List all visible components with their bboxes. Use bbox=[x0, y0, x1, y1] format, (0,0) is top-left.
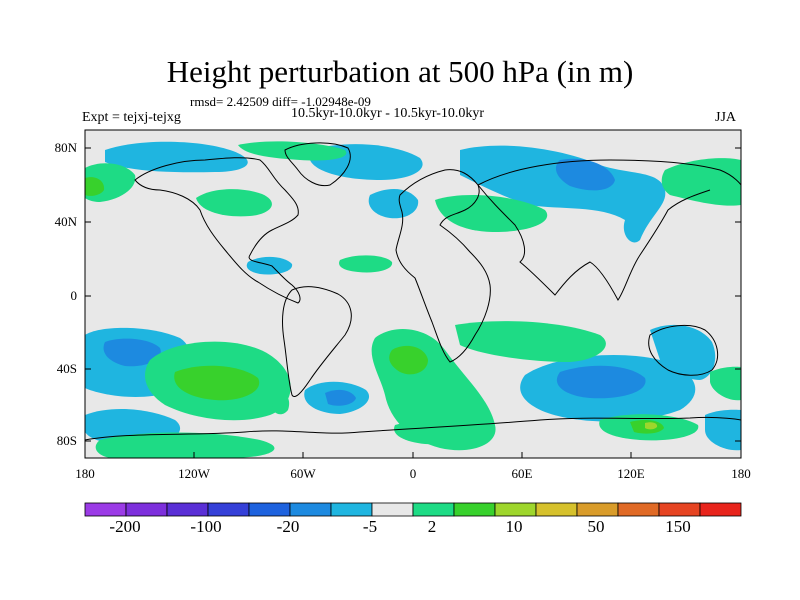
contour-core bbox=[555, 158, 615, 191]
x-tick-label: 60E bbox=[511, 466, 533, 481]
contour-core bbox=[325, 389, 356, 406]
experiment-label: Expt = tejxj-tejxg bbox=[82, 110, 181, 125]
colorbar-label: -200 bbox=[109, 517, 141, 536]
x-tick-label: 0 bbox=[409, 466, 417, 481]
x-tick-label: 120E bbox=[617, 466, 645, 481]
contour-core bbox=[174, 365, 260, 401]
contour-layer bbox=[85, 141, 741, 458]
contour-region bbox=[394, 420, 476, 445]
y-tick-label: 80S bbox=[56, 433, 77, 448]
season-label: JJA bbox=[715, 110, 737, 125]
colorbar-label: -100 bbox=[190, 517, 222, 536]
colorbar-swatch bbox=[699, 502, 742, 517]
contour-region bbox=[272, 393, 290, 415]
contour-region bbox=[196, 189, 272, 217]
colorbar-swatch bbox=[576, 502, 619, 517]
contour-region bbox=[435, 195, 548, 232]
colorbar-label: -5 bbox=[362, 517, 378, 536]
colorbar-label: 10 bbox=[505, 517, 523, 536]
coastline-asia bbox=[477, 159, 741, 301]
colorbar-label: 50 bbox=[587, 517, 605, 536]
x-tick-label: 180 bbox=[731, 466, 751, 481]
colorbar-label: -20 bbox=[276, 517, 300, 536]
contour-region bbox=[339, 255, 393, 273]
colorbar-swatch bbox=[617, 502, 660, 517]
period-label: 10.5kyr-10.0kyr - 10.5kyr-10.0kyr bbox=[291, 106, 485, 121]
x-tick-label: 180 bbox=[75, 466, 95, 481]
coastlines bbox=[85, 142, 741, 441]
y-tick-label: 40S bbox=[56, 361, 77, 376]
contour-region bbox=[246, 256, 293, 275]
colorbar-label: 2 bbox=[427, 517, 437, 536]
contour-region bbox=[105, 141, 248, 173]
colorbar-swatch bbox=[84, 502, 127, 517]
colorbar-swatch bbox=[330, 502, 373, 517]
contour-region bbox=[710, 366, 741, 401]
coastline-europe-africa bbox=[395, 169, 491, 363]
colorbar bbox=[84, 502, 742, 517]
contour-core bbox=[645, 422, 658, 430]
colorbar-swatch bbox=[166, 502, 209, 517]
colorbar-swatch bbox=[494, 502, 537, 517]
y-tick-label: 80N bbox=[54, 140, 77, 155]
colorbar-swatch bbox=[535, 502, 578, 517]
contour-region bbox=[368, 188, 419, 219]
contour-core bbox=[556, 365, 646, 399]
y-tick-label: 0 bbox=[70, 288, 78, 303]
colorbar-swatch bbox=[125, 502, 168, 517]
colorbar-swatch bbox=[371, 502, 414, 517]
colorbar-swatch bbox=[412, 502, 455, 517]
plot-title: Height perturbation at 500 hPa (in m) bbox=[166, 54, 634, 89]
contour-region bbox=[460, 145, 666, 243]
axis-ticks bbox=[84, 147, 742, 458]
coastline-australia bbox=[648, 324, 719, 376]
contour-core bbox=[389, 345, 428, 375]
x-tick-label: 120W bbox=[178, 466, 210, 481]
contour-region bbox=[455, 321, 606, 362]
colorbar-label: 150 bbox=[665, 517, 691, 536]
contour-region bbox=[238, 141, 347, 161]
coastline-antarctica bbox=[85, 416, 741, 441]
colorbar-swatch bbox=[289, 502, 332, 517]
contour-core bbox=[85, 177, 105, 196]
contour-region bbox=[95, 432, 275, 458]
colorbar-swatch bbox=[453, 502, 496, 517]
colorbar-swatch bbox=[248, 502, 291, 517]
contour-region bbox=[650, 324, 716, 380]
coastline-south-america bbox=[282, 286, 352, 397]
stats-text: rmsd= 2.42509 diff= -1.02948e-09 bbox=[190, 94, 371, 109]
colorbar-swatch bbox=[658, 502, 701, 517]
coastline-greenland bbox=[284, 142, 351, 187]
colorbar-swatch bbox=[207, 502, 250, 517]
contour-core bbox=[103, 338, 161, 367]
coastline-north-america bbox=[134, 157, 301, 304]
y-tick-label: 40N bbox=[54, 214, 77, 229]
x-tick-label: 60W bbox=[290, 466, 316, 481]
contour-region bbox=[705, 409, 741, 451]
